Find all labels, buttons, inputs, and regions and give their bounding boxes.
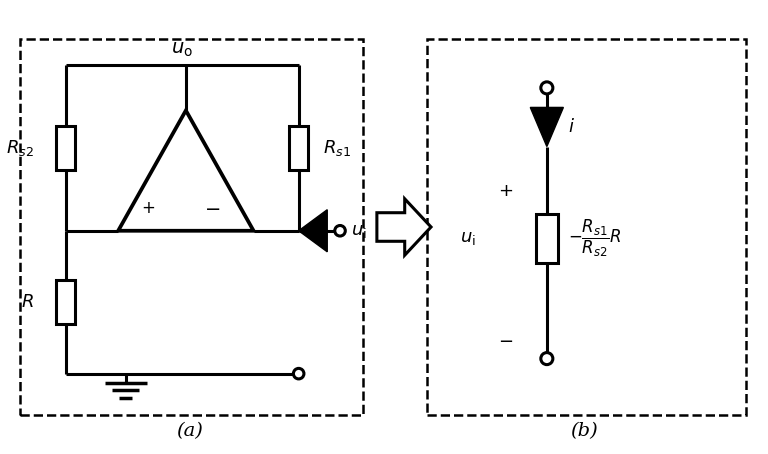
Bar [535,214,558,263]
Text: $-$: $-$ [204,199,220,217]
FancyBboxPatch shape [21,39,362,415]
Text: $R_{s2}$: $R_{s2}$ [6,138,34,158]
Text: $-\dfrac{R_{s1}}{R_{s2}}R$: $-\dfrac{R_{s1}}{R_{s2}}R$ [568,217,621,259]
Polygon shape [118,110,253,231]
Text: (b): (b) [571,423,598,440]
Text: $i$: $i$ [568,118,574,136]
Text: $u_{\mathrm{o}}$: $u_{\mathrm{o}}$ [171,41,193,59]
Text: $u_{\mathrm{i}}$: $u_{\mathrm{i}}$ [350,222,366,240]
Text: $+$: $+$ [141,200,155,217]
Text: (a): (a) [176,423,203,440]
Polygon shape [299,210,327,252]
Circle shape [541,353,553,365]
Text: $-$: $-$ [498,331,513,349]
Polygon shape [530,108,564,147]
Circle shape [335,226,346,236]
Text: $R_{s1}$: $R_{s1}$ [323,138,351,158]
Text: $u_{\mathrm{i}}$: $u_{\mathrm{i}}$ [460,229,476,247]
Bar [290,126,308,170]
Polygon shape [377,199,431,255]
Text: $R$: $R$ [22,293,34,311]
Circle shape [541,82,553,94]
Bar [56,126,75,170]
FancyBboxPatch shape [426,39,746,415]
Text: $+$: $+$ [498,182,513,200]
Bar [56,281,75,324]
Circle shape [293,368,304,379]
